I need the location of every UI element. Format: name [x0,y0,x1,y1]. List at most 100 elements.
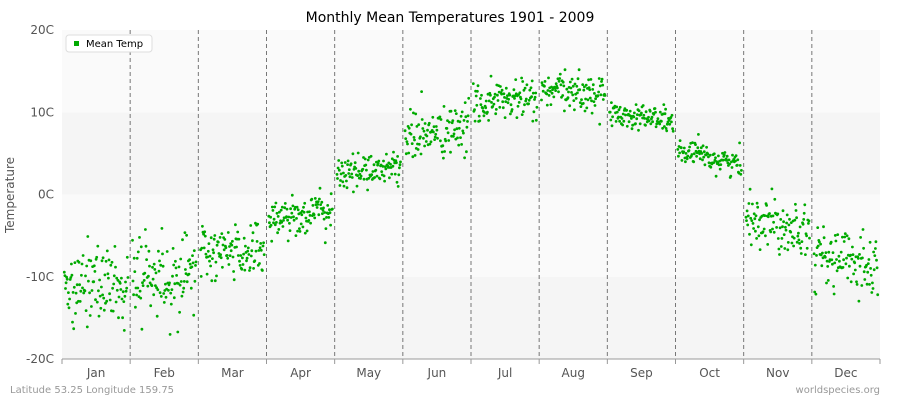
data-point [781,225,784,229]
data-point [695,154,698,158]
data-point [534,118,538,122]
data-point [532,110,536,114]
data-point [832,292,836,296]
data-point [97,314,101,318]
data-point [219,256,223,260]
data-point [533,95,537,99]
data-point [347,168,351,172]
data-point [599,93,603,97]
data-point [353,161,357,165]
data-point [717,154,720,158]
data-point [355,184,359,188]
data-point [618,119,621,123]
data-point [287,215,291,219]
data-point [598,122,602,126]
data-point [874,240,878,244]
data-point [202,246,206,250]
data-point [254,249,258,253]
data-point [161,252,164,256]
data-point [209,236,213,240]
data-point [825,281,828,285]
data-point [251,231,255,235]
data-point [194,260,198,264]
data-point [754,214,758,218]
data-point [288,229,292,233]
data-point [185,233,189,237]
data-point [238,259,241,263]
data-point [156,288,160,292]
data-point [682,150,686,154]
data-point [261,244,265,248]
data-point [783,247,787,250]
data-point [216,240,220,244]
data-point [600,77,604,81]
data-point [694,143,697,147]
data-point [802,211,806,215]
data-point [373,176,376,179]
data-point [583,85,586,89]
data-point [669,116,673,119]
data-point [479,97,482,100]
data-point [798,225,802,229]
data-point [699,146,703,150]
data-point [822,236,826,240]
data-point [778,226,782,230]
data-point [122,329,126,332]
data-point [847,237,851,241]
data-point [231,239,234,243]
data-point [845,234,849,238]
data-point [270,239,274,243]
data-point [844,262,848,266]
data-point [170,288,174,291]
data-point [521,110,525,113]
data-point [78,283,81,287]
data-point [131,279,135,283]
data-point [75,283,79,287]
data-point [428,142,432,146]
data-point [292,215,295,219]
data-point [647,115,650,119]
data-point [110,260,114,264]
data-point [782,220,785,224]
data-point [797,238,801,242]
data-point [749,216,753,220]
data-point [638,122,642,126]
data-point [671,127,674,131]
data-point [865,263,868,267]
data-point [407,151,411,155]
data-point [359,174,363,178]
data-point [399,160,402,164]
data-point [856,257,860,260]
data-point [716,161,720,165]
data-point [147,249,151,253]
data-point [174,266,178,270]
data-point [97,289,100,293]
data-point [222,248,226,252]
data-point [329,192,333,196]
data-point [529,86,533,90]
data-point [785,213,789,217]
data-point [637,128,640,132]
data-point [77,260,81,264]
data-point [85,264,89,268]
data-point [795,240,799,244]
data-point [79,289,83,293]
data-point [121,316,124,320]
data-point [228,245,231,248]
data-point [277,228,281,231]
data-point [654,125,658,129]
data-point [585,106,589,110]
data-point [574,97,578,100]
data-point [678,151,681,155]
y-tick-label: 0C [38,188,54,202]
data-point [365,168,368,172]
data-point [750,219,754,223]
y-tick-label: -10C [26,270,54,284]
data-point [725,154,729,158]
data-point [832,285,835,288]
data-point [518,91,522,95]
data-point [285,215,288,219]
data-point [547,94,551,97]
data-point [460,110,464,114]
data-point [290,193,294,197]
